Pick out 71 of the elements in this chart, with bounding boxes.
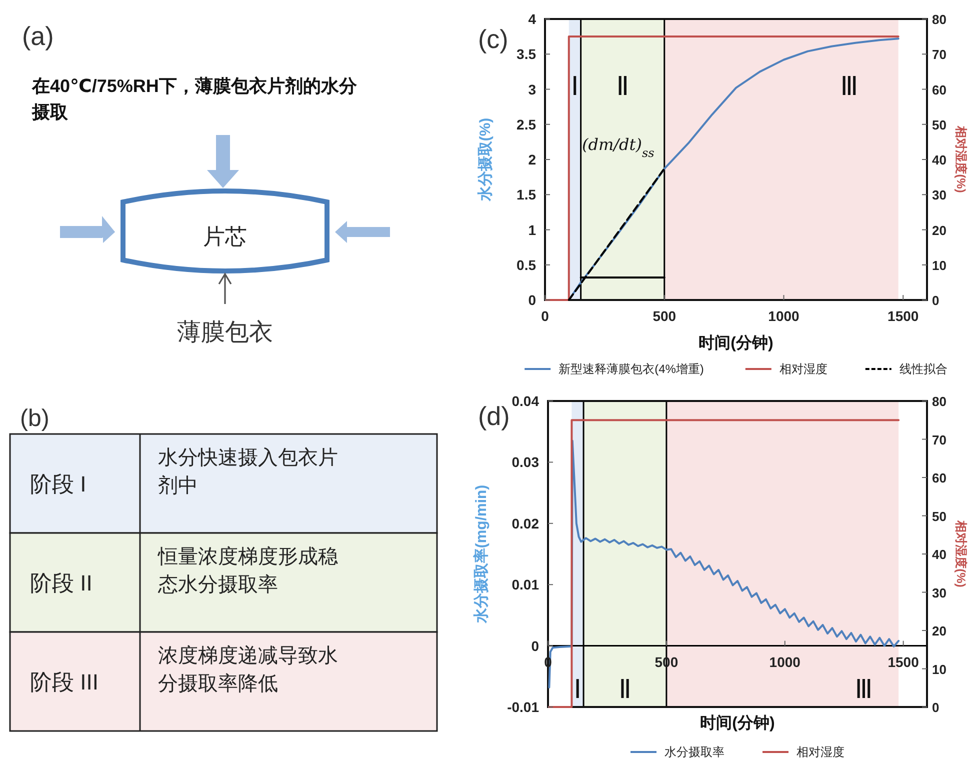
y-tick-label: 0.02 xyxy=(512,515,540,532)
x-axis-title: 时间(分钟) xyxy=(698,334,774,352)
legend-label: 相对湿度 xyxy=(796,745,844,759)
x-tick-label: 0 xyxy=(544,654,552,670)
y2-tick-label: 10 xyxy=(932,662,946,677)
x-axis-title: 时间(分钟) xyxy=(700,714,775,732)
text: 片芯 xyxy=(203,224,247,249)
chart-title: (c) xyxy=(478,24,508,54)
x-tick-label: 1000 xyxy=(768,308,800,324)
y2-tick-label: 10 xyxy=(932,258,946,273)
y2-tick-label: 40 xyxy=(932,547,946,562)
text: 水分快速摄入包衣片剂中 xyxy=(158,447,338,497)
y2-tick-label: 70 xyxy=(932,432,946,448)
y-tick-label: 1 xyxy=(528,222,536,238)
y2-tick-label: 60 xyxy=(932,470,946,486)
y-tick-label: 0.01 xyxy=(512,576,540,593)
y-tick-label: 0.04 xyxy=(512,393,540,409)
y-tick-label: 2.5 xyxy=(516,116,536,132)
y-tick-label: 3 xyxy=(528,81,536,98)
band-label: Ⅱ xyxy=(616,71,629,101)
text: 浓度梯度递减导致水分摄取率降低 xyxy=(158,645,338,695)
y2-tick-label: 30 xyxy=(932,188,946,203)
y2-tick-label: 20 xyxy=(932,624,946,638)
y2-tick-label: 40 xyxy=(932,152,946,168)
band-label: Ⅱ xyxy=(618,674,632,704)
y2-tick-label: 70 xyxy=(932,47,946,62)
y2-axis-title: 相对湿度(%) xyxy=(954,125,968,193)
text: 阶段 III xyxy=(30,670,98,694)
legend-label: 线性拟合 xyxy=(899,362,948,376)
y-tick-label: 3.5 xyxy=(516,46,536,62)
y2-tick-label: 0 xyxy=(932,700,940,715)
y-tick-label: 0.03 xyxy=(512,454,540,470)
x-tick-label: 1500 xyxy=(888,654,920,670)
y2-tick-label: 50 xyxy=(932,117,946,132)
y-tick-label: 0 xyxy=(528,292,536,308)
y-tick-label: 0 xyxy=(531,638,540,654)
band-label: Ⅲ xyxy=(840,71,858,101)
y2-tick-label: 80 xyxy=(932,12,946,27)
y2-tick-label: 80 xyxy=(932,394,946,409)
legend-label: 新型速释薄膜包衣(4%增重) xyxy=(558,362,704,376)
x-tick-label: 1000 xyxy=(769,654,801,670)
y-tick-label: 2 xyxy=(528,152,536,168)
y2-tick-label: 50 xyxy=(932,508,946,524)
band-label: Ⅰ xyxy=(571,71,579,101)
text: 恒量浓度梯度形成稳态水分摄取率 xyxy=(157,546,338,596)
y2-tick-label: 30 xyxy=(932,585,946,600)
y-axis-title: 水分摄取率(mg/min) xyxy=(472,484,490,624)
y2-tick-label: 20 xyxy=(932,222,946,238)
y2-axis-title: 相对湿度(%) xyxy=(954,520,968,588)
legend-label: 水分摄取率 xyxy=(664,745,724,759)
text: 在40℃/75%RH下，薄膜包衣片剂的水分摄取 xyxy=(31,76,358,122)
text: 薄膜包衣 xyxy=(177,319,273,346)
y-tick-label: 0.5 xyxy=(516,256,536,273)
x-tick-label: 0 xyxy=(541,308,550,324)
annotation: (dm/dt)$_{ss}$ xyxy=(582,135,654,160)
band-label: Ⅰ xyxy=(574,674,582,704)
y-tick-label: -0.01 xyxy=(507,699,540,715)
legend-label: 相对湿度 xyxy=(779,362,828,376)
y-tick-label: 1.5 xyxy=(516,186,536,203)
band-label: Ⅲ xyxy=(854,674,873,704)
text: 阶段 I xyxy=(30,472,86,496)
chart-title: (d) xyxy=(478,401,510,431)
x-tick-label: 500 xyxy=(652,308,676,324)
y2-tick-label: 60 xyxy=(932,82,946,98)
x-tick-label: 1500 xyxy=(888,308,919,324)
text: (b) xyxy=(20,405,50,432)
text: 阶段 II xyxy=(30,570,92,596)
y-tick-label: 4 xyxy=(528,11,536,27)
y2-tick-label: 0 xyxy=(932,293,940,308)
text: (a) xyxy=(22,21,54,51)
y-axis-title: 水分摄取(%) xyxy=(477,118,494,202)
